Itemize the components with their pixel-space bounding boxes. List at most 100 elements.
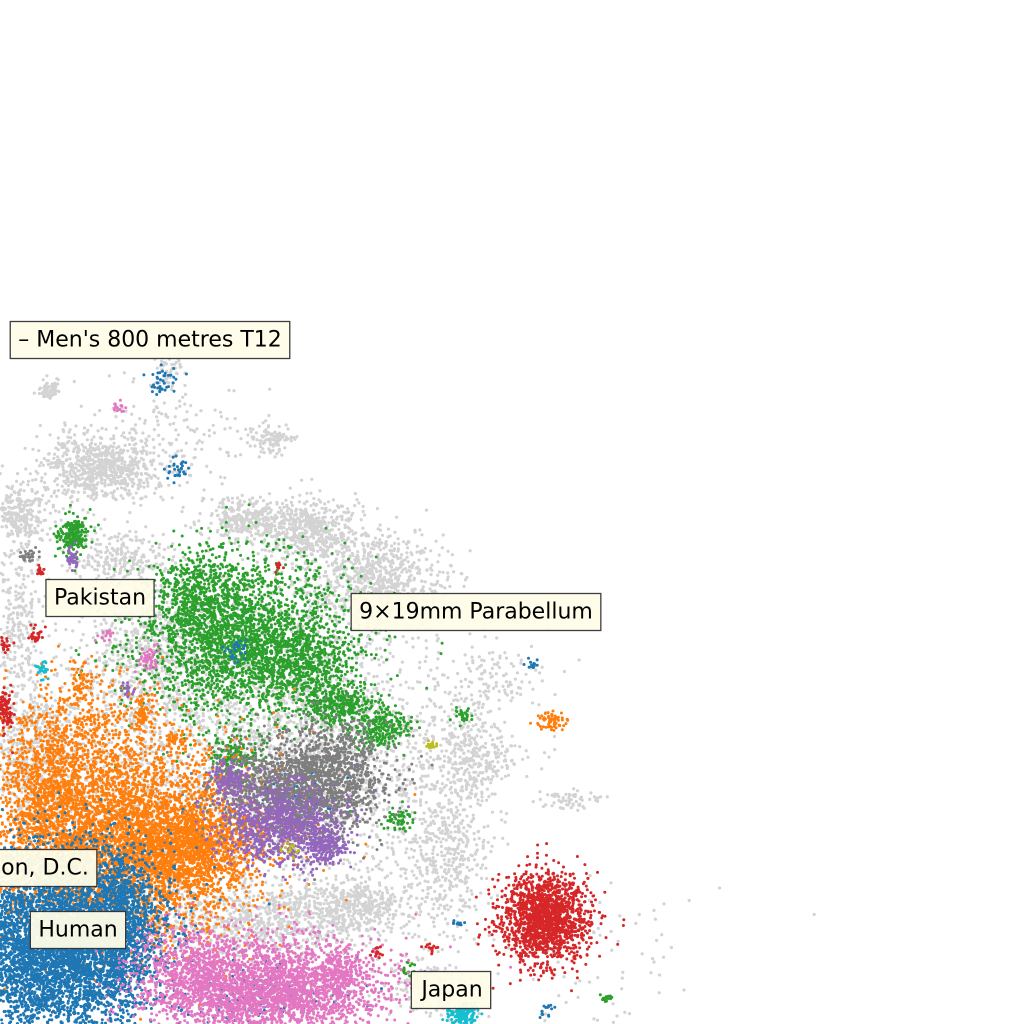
- data-point: [471, 868, 474, 871]
- data-point: [50, 462, 53, 465]
- data-point: [68, 473, 71, 476]
- data-point: [371, 587, 374, 590]
- data-point: [310, 504, 313, 507]
- data-point: [48, 712, 51, 715]
- data-point: [124, 444, 127, 447]
- data-point: [228, 517, 231, 520]
- data-point: [350, 540, 353, 543]
- data-point: [240, 521, 243, 524]
- data-point: [61, 446, 64, 449]
- data-point: [335, 566, 338, 569]
- data-point: [333, 573, 336, 576]
- data-point: [35, 515, 38, 518]
- data-point: [184, 524, 187, 527]
- data-point: [285, 505, 288, 508]
- data-point: [352, 533, 355, 536]
- data-point: [447, 908, 450, 911]
- data-point: [370, 555, 373, 558]
- data-point: [180, 449, 183, 452]
- data-point: [475, 873, 478, 876]
- data-point: [305, 530, 308, 533]
- data-point: [139, 450, 142, 453]
- data-point: [69, 428, 72, 431]
- data-point: [261, 513, 264, 516]
- data-point: [302, 547, 305, 550]
- data-point: [115, 498, 118, 501]
- data-point: [282, 506, 285, 509]
- data-point: [17, 525, 20, 528]
- data-point: [326, 931, 329, 934]
- data-point: [477, 728, 480, 731]
- data-point: [416, 545, 419, 548]
- data-point: [426, 774, 429, 777]
- data-point: [439, 766, 442, 769]
- data-point: [379, 569, 382, 572]
- data-point: [71, 464, 74, 467]
- data-point: [431, 811, 434, 814]
- data-point: [415, 877, 418, 880]
- data-point: [137, 487, 140, 490]
- data-point: [340, 543, 343, 546]
- data-point: [312, 537, 315, 540]
- data-point: [488, 761, 491, 764]
- data-point: [477, 755, 480, 758]
- data-point: [257, 529, 260, 532]
- data-point: [71, 442, 74, 445]
- data-point: [449, 852, 452, 855]
- data-point: [71, 500, 74, 503]
- data-point: [418, 559, 421, 562]
- data-point: [397, 577, 400, 580]
- data-point: [450, 874, 453, 877]
- data-point: [139, 439, 142, 442]
- data-point: [6, 485, 9, 488]
- data-point: [89, 446, 92, 449]
- data-point: [459, 871, 462, 874]
- data-point: [363, 513, 366, 516]
- data-point: [465, 929, 468, 932]
- data-point: [346, 507, 349, 510]
- data-point: [313, 513, 316, 516]
- data-point: [61, 485, 64, 488]
- data-point: [122, 431, 125, 434]
- data-point: [223, 903, 226, 906]
- data-point: [435, 840, 438, 843]
- data-point: [94, 496, 97, 499]
- data-point: [414, 864, 417, 867]
- data-point: [37, 524, 40, 527]
- data-point: [293, 514, 296, 517]
- data-point: [23, 709, 26, 712]
- data-point: [27, 499, 30, 502]
- data-point: [407, 560, 410, 563]
- data-point: [350, 529, 353, 532]
- data-point: [67, 484, 70, 487]
- data-point: [40, 703, 43, 706]
- data-point: [247, 508, 250, 511]
- data-point: [313, 590, 316, 593]
- data-point: [95, 487, 98, 490]
- data-point: [412, 874, 415, 877]
- data-point: [291, 562, 294, 565]
- data-point: [451, 820, 454, 823]
- data-point: [312, 502, 315, 505]
- data-point: [283, 514, 286, 517]
- data-point: [471, 854, 474, 857]
- data-point: [24, 521, 27, 524]
- data-point: [420, 579, 423, 582]
- data-point: [366, 562, 369, 565]
- data-point: [469, 549, 472, 552]
- data-point: [291, 496, 294, 499]
- data-point: [442, 533, 445, 536]
- data-point: [13, 540, 16, 543]
- data-point: [112, 496, 115, 499]
- data-point: [371, 564, 374, 567]
- data-point: [431, 852, 434, 855]
- data-point: [430, 898, 433, 901]
- data-point: [491, 792, 494, 795]
- data-point: [311, 942, 314, 945]
- data-point: [370, 576, 373, 579]
- data-point: [443, 907, 446, 910]
- data-point: [122, 497, 125, 500]
- data-point: [288, 898, 291, 901]
- data-point: [457, 794, 460, 797]
- data-point: [298, 500, 301, 503]
